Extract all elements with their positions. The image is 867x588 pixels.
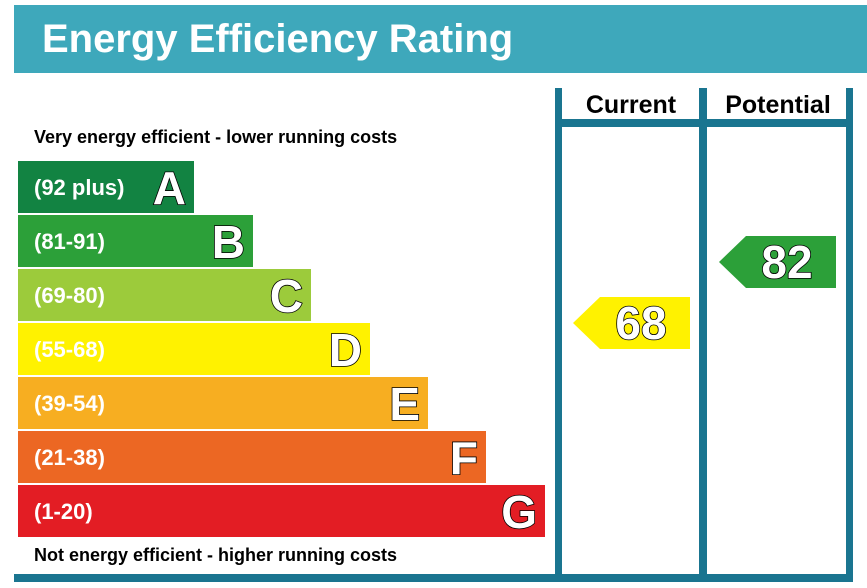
band-range-label: (81-91) xyxy=(34,229,105,254)
band-c: (69-80) C xyxy=(18,269,311,323)
band-bar-d xyxy=(18,323,370,375)
band-letter-e: E xyxy=(389,378,420,430)
band-range-label: (55-68) xyxy=(34,337,105,362)
band-g: (1-20) G xyxy=(18,485,545,539)
frame-line-middle xyxy=(699,88,707,582)
potential-rating-arrow: 82 xyxy=(719,235,836,289)
band-range-label: (1-20) xyxy=(34,499,93,524)
frame-header-divider xyxy=(555,119,853,127)
bottom-caption: Not energy efficient - higher running co… xyxy=(34,545,397,565)
band-b: (81-91) B xyxy=(18,215,253,269)
band-bar-a xyxy=(18,161,194,213)
band-letter-f: F xyxy=(450,432,478,484)
current-rating-arrow: 68 xyxy=(573,296,690,350)
potential-rating-arrow-shape xyxy=(719,236,836,288)
band-f: (21-38) F xyxy=(18,431,486,485)
band-bar-f xyxy=(18,431,486,483)
column-header-current: Current xyxy=(586,91,677,119)
band-bar-e xyxy=(18,377,428,429)
band-bar-c xyxy=(18,269,311,321)
rating-arrows: 68 82 xyxy=(573,235,836,350)
band-range-label: (39-54) xyxy=(34,391,105,416)
column-frames xyxy=(14,88,853,582)
potential-rating-arrow-value: 82 xyxy=(761,236,812,288)
rating-bands: (92 plus) A(81-91) B(69-80) C(55-68) D(39-54… xyxy=(18,161,545,539)
band-letter-d: D xyxy=(329,324,362,376)
band-letter-c: C xyxy=(270,270,303,322)
band-letter-g: G xyxy=(501,486,537,538)
band-letter-a: A xyxy=(153,162,186,214)
column-header-potential: Potential xyxy=(725,91,831,119)
top-caption: Very energy efficient - lower running co… xyxy=(34,127,397,147)
band-bar-g xyxy=(18,485,545,537)
band-a: (92 plus) A xyxy=(18,161,194,215)
frame-line-left xyxy=(555,88,562,582)
page-title: Energy Efficiency Rating xyxy=(42,17,514,61)
current-rating-arrow-shape xyxy=(573,297,690,349)
band-range-label: (92 plus) xyxy=(34,175,124,200)
band-range-label: (69-80) xyxy=(34,283,105,308)
band-letter-b: B xyxy=(212,216,245,268)
frame-line-right xyxy=(846,88,853,582)
band-bar-b xyxy=(18,215,253,267)
band-range-label: (21-38) xyxy=(34,445,105,470)
title-banner: Energy Efficiency Rating xyxy=(14,5,867,73)
band-d: (55-68) D xyxy=(18,323,370,377)
band-e: (39-54) E xyxy=(18,377,428,431)
current-rating-arrow-value: 68 xyxy=(615,297,666,349)
frame-bottom-line xyxy=(14,574,853,582)
